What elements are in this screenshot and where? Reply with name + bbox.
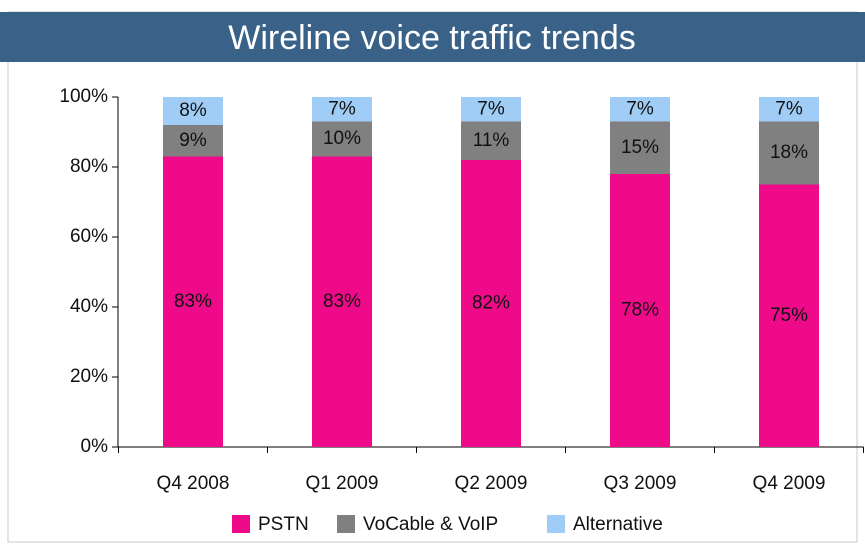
- bar-segment: [610, 97, 670, 122]
- x-tick-label: Q4 2008: [157, 473, 230, 494]
- x-tick-label: Q4 2009: [753, 473, 826, 494]
- bar-segment: [312, 121, 372, 157]
- bar-segment: [163, 156, 223, 447]
- bar-segment: [312, 97, 372, 122]
- bar-segment: [759, 184, 819, 447]
- legend-label: PSTN: [258, 514, 309, 535]
- legend-label: VoCable & VoIP: [363, 514, 498, 535]
- data-label: 78%: [621, 300, 659, 321]
- x-tick-label: Q3 2009: [604, 473, 677, 494]
- y-tick-label: 20%: [70, 366, 108, 387]
- bar-segment: [461, 97, 521, 122]
- data-label: 9%: [179, 130, 207, 151]
- legend-swatch: [547, 515, 565, 533]
- bar-segment: [610, 174, 670, 447]
- bar-segment: [461, 121, 521, 160]
- data-label: 7%: [328, 98, 356, 119]
- data-label: 15%: [621, 137, 659, 158]
- y-tick-label: 100%: [59, 86, 108, 107]
- legend-label: Alternative: [573, 514, 663, 535]
- bar-segment: [461, 160, 521, 447]
- data-label: 7%: [477, 98, 505, 119]
- data-label: 82%: [472, 293, 510, 314]
- data-label: 83%: [174, 291, 212, 312]
- data-label: 10%: [323, 128, 361, 149]
- y-tick-label: 40%: [70, 296, 108, 317]
- y-tick-label: 80%: [70, 156, 108, 177]
- bar-segment: [610, 121, 670, 174]
- data-label: 75%: [770, 305, 808, 326]
- bar-segment: [759, 121, 819, 185]
- data-label: 7%: [775, 98, 803, 119]
- data-label: 8%: [179, 100, 207, 121]
- bar-segment: [759, 97, 819, 122]
- title-banner: [0, 12, 865, 62]
- data-label: 18%: [770, 142, 808, 163]
- legend-swatch: [232, 515, 250, 533]
- chart-frame: [7, 11, 858, 543]
- y-tick-label: 0%: [81, 436, 109, 457]
- data-label: 7%: [626, 98, 654, 119]
- bar-segment: [163, 97, 223, 125]
- chart-title: Wireline voice traffic trends: [228, 19, 636, 57]
- y-tick-label: 60%: [70, 226, 108, 247]
- data-label: 83%: [323, 291, 361, 312]
- bar-segment: [163, 125, 223, 157]
- x-tick-label: Q1 2009: [306, 473, 379, 494]
- bar-segment: [312, 156, 372, 447]
- x-tick-label: Q2 2009: [455, 473, 528, 494]
- legend-swatch: [337, 515, 355, 533]
- data-label: 11%: [473, 130, 510, 151]
